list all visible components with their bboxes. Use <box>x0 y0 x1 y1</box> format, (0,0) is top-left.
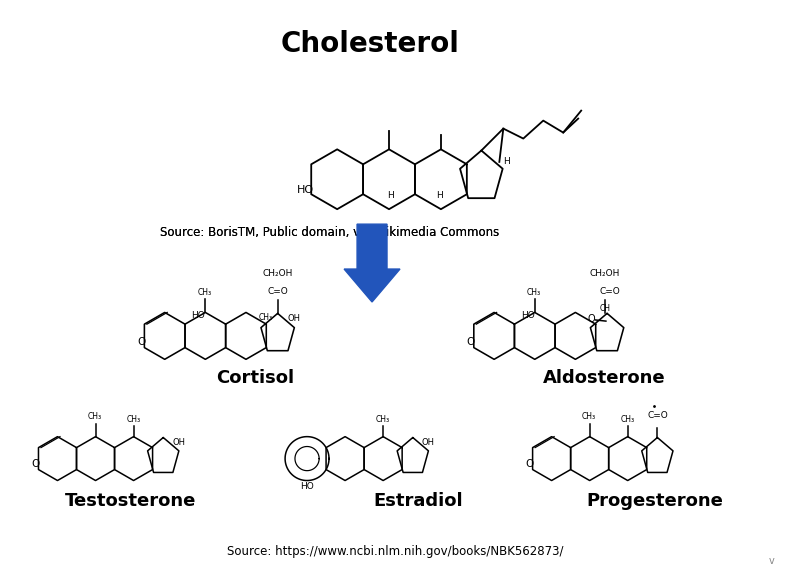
Text: O: O <box>32 459 40 469</box>
Text: O: O <box>526 459 534 469</box>
Text: O: O <box>137 337 145 347</box>
Text: CH₃: CH₃ <box>127 415 140 424</box>
Text: CH₃: CH₃ <box>621 415 634 424</box>
Text: C=O: C=O <box>648 411 668 420</box>
Text: HO: HO <box>301 482 314 491</box>
Text: Cholesterol: Cholesterol <box>281 30 459 57</box>
Text: Cortisol: Cortisol <box>216 369 294 387</box>
Text: Source: https://www.ncbi.nlm.nih.gov/books/NBK562873/: Source: https://www.ncbi.nlm.nih.gov/boo… <box>227 545 563 558</box>
Text: C=O: C=O <box>600 287 620 296</box>
Text: CH₂OH: CH₂OH <box>589 269 620 278</box>
Text: CH₃: CH₃ <box>259 313 273 321</box>
Text: H: H <box>436 191 443 200</box>
Text: Source: BorisTM, Public domain, via Wikimedia Commons: Source: BorisTM, Public domain, via Wiki… <box>160 226 500 239</box>
Text: O: O <box>588 314 596 324</box>
Text: v: v <box>768 556 774 567</box>
Text: OH: OH <box>422 438 435 447</box>
Text: Testosterone: Testosterone <box>65 492 196 510</box>
Text: HO: HO <box>297 185 314 195</box>
Text: Estradiol: Estradiol <box>374 492 463 510</box>
Text: Aldosterone: Aldosterone <box>543 369 666 387</box>
Text: OH: OH <box>288 315 301 323</box>
Text: CH₃: CH₃ <box>87 412 102 421</box>
Text: CH₃: CH₃ <box>527 288 541 297</box>
Text: Progesterone: Progesterone <box>586 492 723 510</box>
Text: OH: OH <box>172 438 185 447</box>
Polygon shape <box>344 224 400 302</box>
Text: HO: HO <box>191 312 205 320</box>
Text: HO: HO <box>521 312 534 320</box>
Text: CH₃: CH₃ <box>376 415 390 424</box>
Text: H: H <box>387 191 393 200</box>
Text: O: O <box>466 337 475 347</box>
Text: CH₃: CH₃ <box>581 412 596 421</box>
Text: CH: CH <box>600 304 611 313</box>
Text: C=O: C=O <box>267 287 288 296</box>
Text: CH₂OH: CH₂OH <box>262 269 293 278</box>
Text: H: H <box>504 157 510 166</box>
Text: Source: BorisTM, Public domain, via Wikimedia Commons: Source: BorisTM, Public domain, via Wiki… <box>160 226 500 239</box>
Text: CH₃: CH₃ <box>197 288 212 297</box>
